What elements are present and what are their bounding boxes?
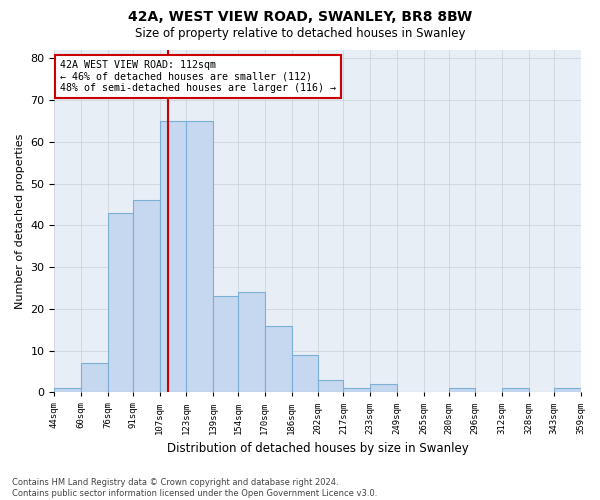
Bar bbox=[133, 200, 160, 392]
Bar bbox=[318, 380, 343, 392]
X-axis label: Distribution of detached houses by size in Swanley: Distribution of detached houses by size … bbox=[167, 442, 469, 455]
Bar bbox=[55, 388, 81, 392]
Text: Size of property relative to detached houses in Swanley: Size of property relative to detached ho… bbox=[135, 28, 465, 40]
Bar bbox=[449, 388, 475, 392]
Bar bbox=[554, 388, 581, 392]
Bar bbox=[187, 121, 213, 392]
Bar bbox=[81, 363, 108, 392]
Bar bbox=[213, 296, 238, 392]
Bar bbox=[265, 326, 292, 392]
Bar bbox=[343, 388, 370, 392]
Text: 42A WEST VIEW ROAD: 112sqm
← 46% of detached houses are smaller (112)
48% of sem: 42A WEST VIEW ROAD: 112sqm ← 46% of deta… bbox=[59, 60, 335, 94]
Bar bbox=[292, 355, 318, 393]
Y-axis label: Number of detached properties: Number of detached properties bbox=[15, 134, 25, 309]
Bar bbox=[502, 388, 529, 392]
Bar bbox=[160, 121, 187, 392]
Text: 42A, WEST VIEW ROAD, SWANLEY, BR8 8BW: 42A, WEST VIEW ROAD, SWANLEY, BR8 8BW bbox=[128, 10, 472, 24]
Bar bbox=[108, 213, 133, 392]
Bar bbox=[370, 384, 397, 392]
Bar bbox=[238, 292, 265, 392]
Text: Contains HM Land Registry data © Crown copyright and database right 2024.
Contai: Contains HM Land Registry data © Crown c… bbox=[12, 478, 377, 498]
